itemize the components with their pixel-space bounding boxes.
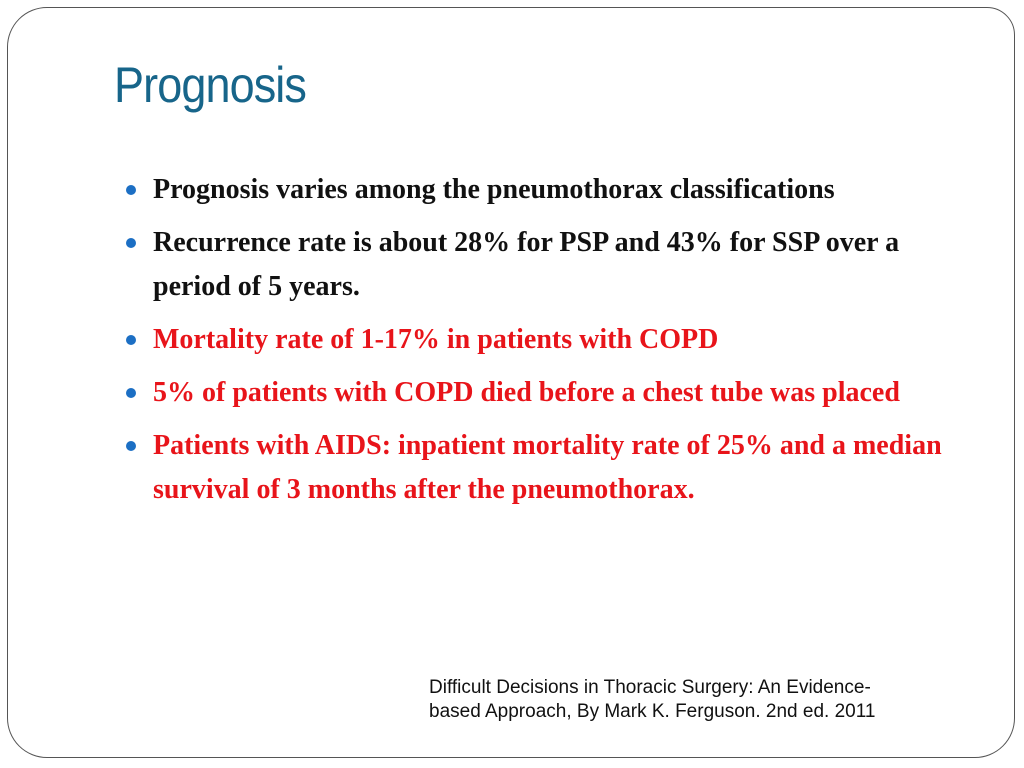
bullet-text: Prognosis varies among the pneumothorax … — [153, 174, 835, 205]
citation: Difficult Decisions in Thoracic Surgery:… — [429, 676, 989, 724]
bullet-text: 5% of patients with COPD died before a c… — [153, 377, 900, 408]
bullet-list: Prognosis varies among the pneumothorax … — [124, 168, 954, 521]
slide-frame — [7, 7, 1015, 758]
slide-title: Prognosis — [114, 57, 307, 113]
citation-line-2: based Approach, By Mark K. Ferguson. 2nd… — [429, 701, 876, 722]
bullet-dot-icon — [126, 238, 136, 248]
bullet-item: Mortality rate of 1-17% in patients with… — [124, 318, 954, 362]
bullet-item: Prognosis varies among the pneumothorax … — [124, 168, 954, 212]
bullet-text: Patients with AIDS: inpatient mortality … — [153, 430, 942, 505]
bullet-dot-icon — [126, 388, 136, 398]
bullet-text: Recurrence rate is about 28% for PSP and… — [153, 227, 900, 302]
citation-line-1: Difficult Decisions in Thoracic Surgery:… — [429, 677, 871, 698]
bullet-item: Recurrence rate is about 28% for PSP and… — [124, 221, 954, 309]
bullet-item: Patients with AIDS: inpatient mortality … — [124, 424, 954, 512]
bullet-item: 5% of patients with COPD died before a c… — [124, 371, 954, 415]
bullet-text: Mortality rate of 1-17% in patients with… — [153, 324, 719, 355]
bullet-dot-icon — [126, 185, 136, 195]
bullet-dot-icon — [126, 335, 136, 345]
bullet-dot-icon — [126, 441, 136, 451]
